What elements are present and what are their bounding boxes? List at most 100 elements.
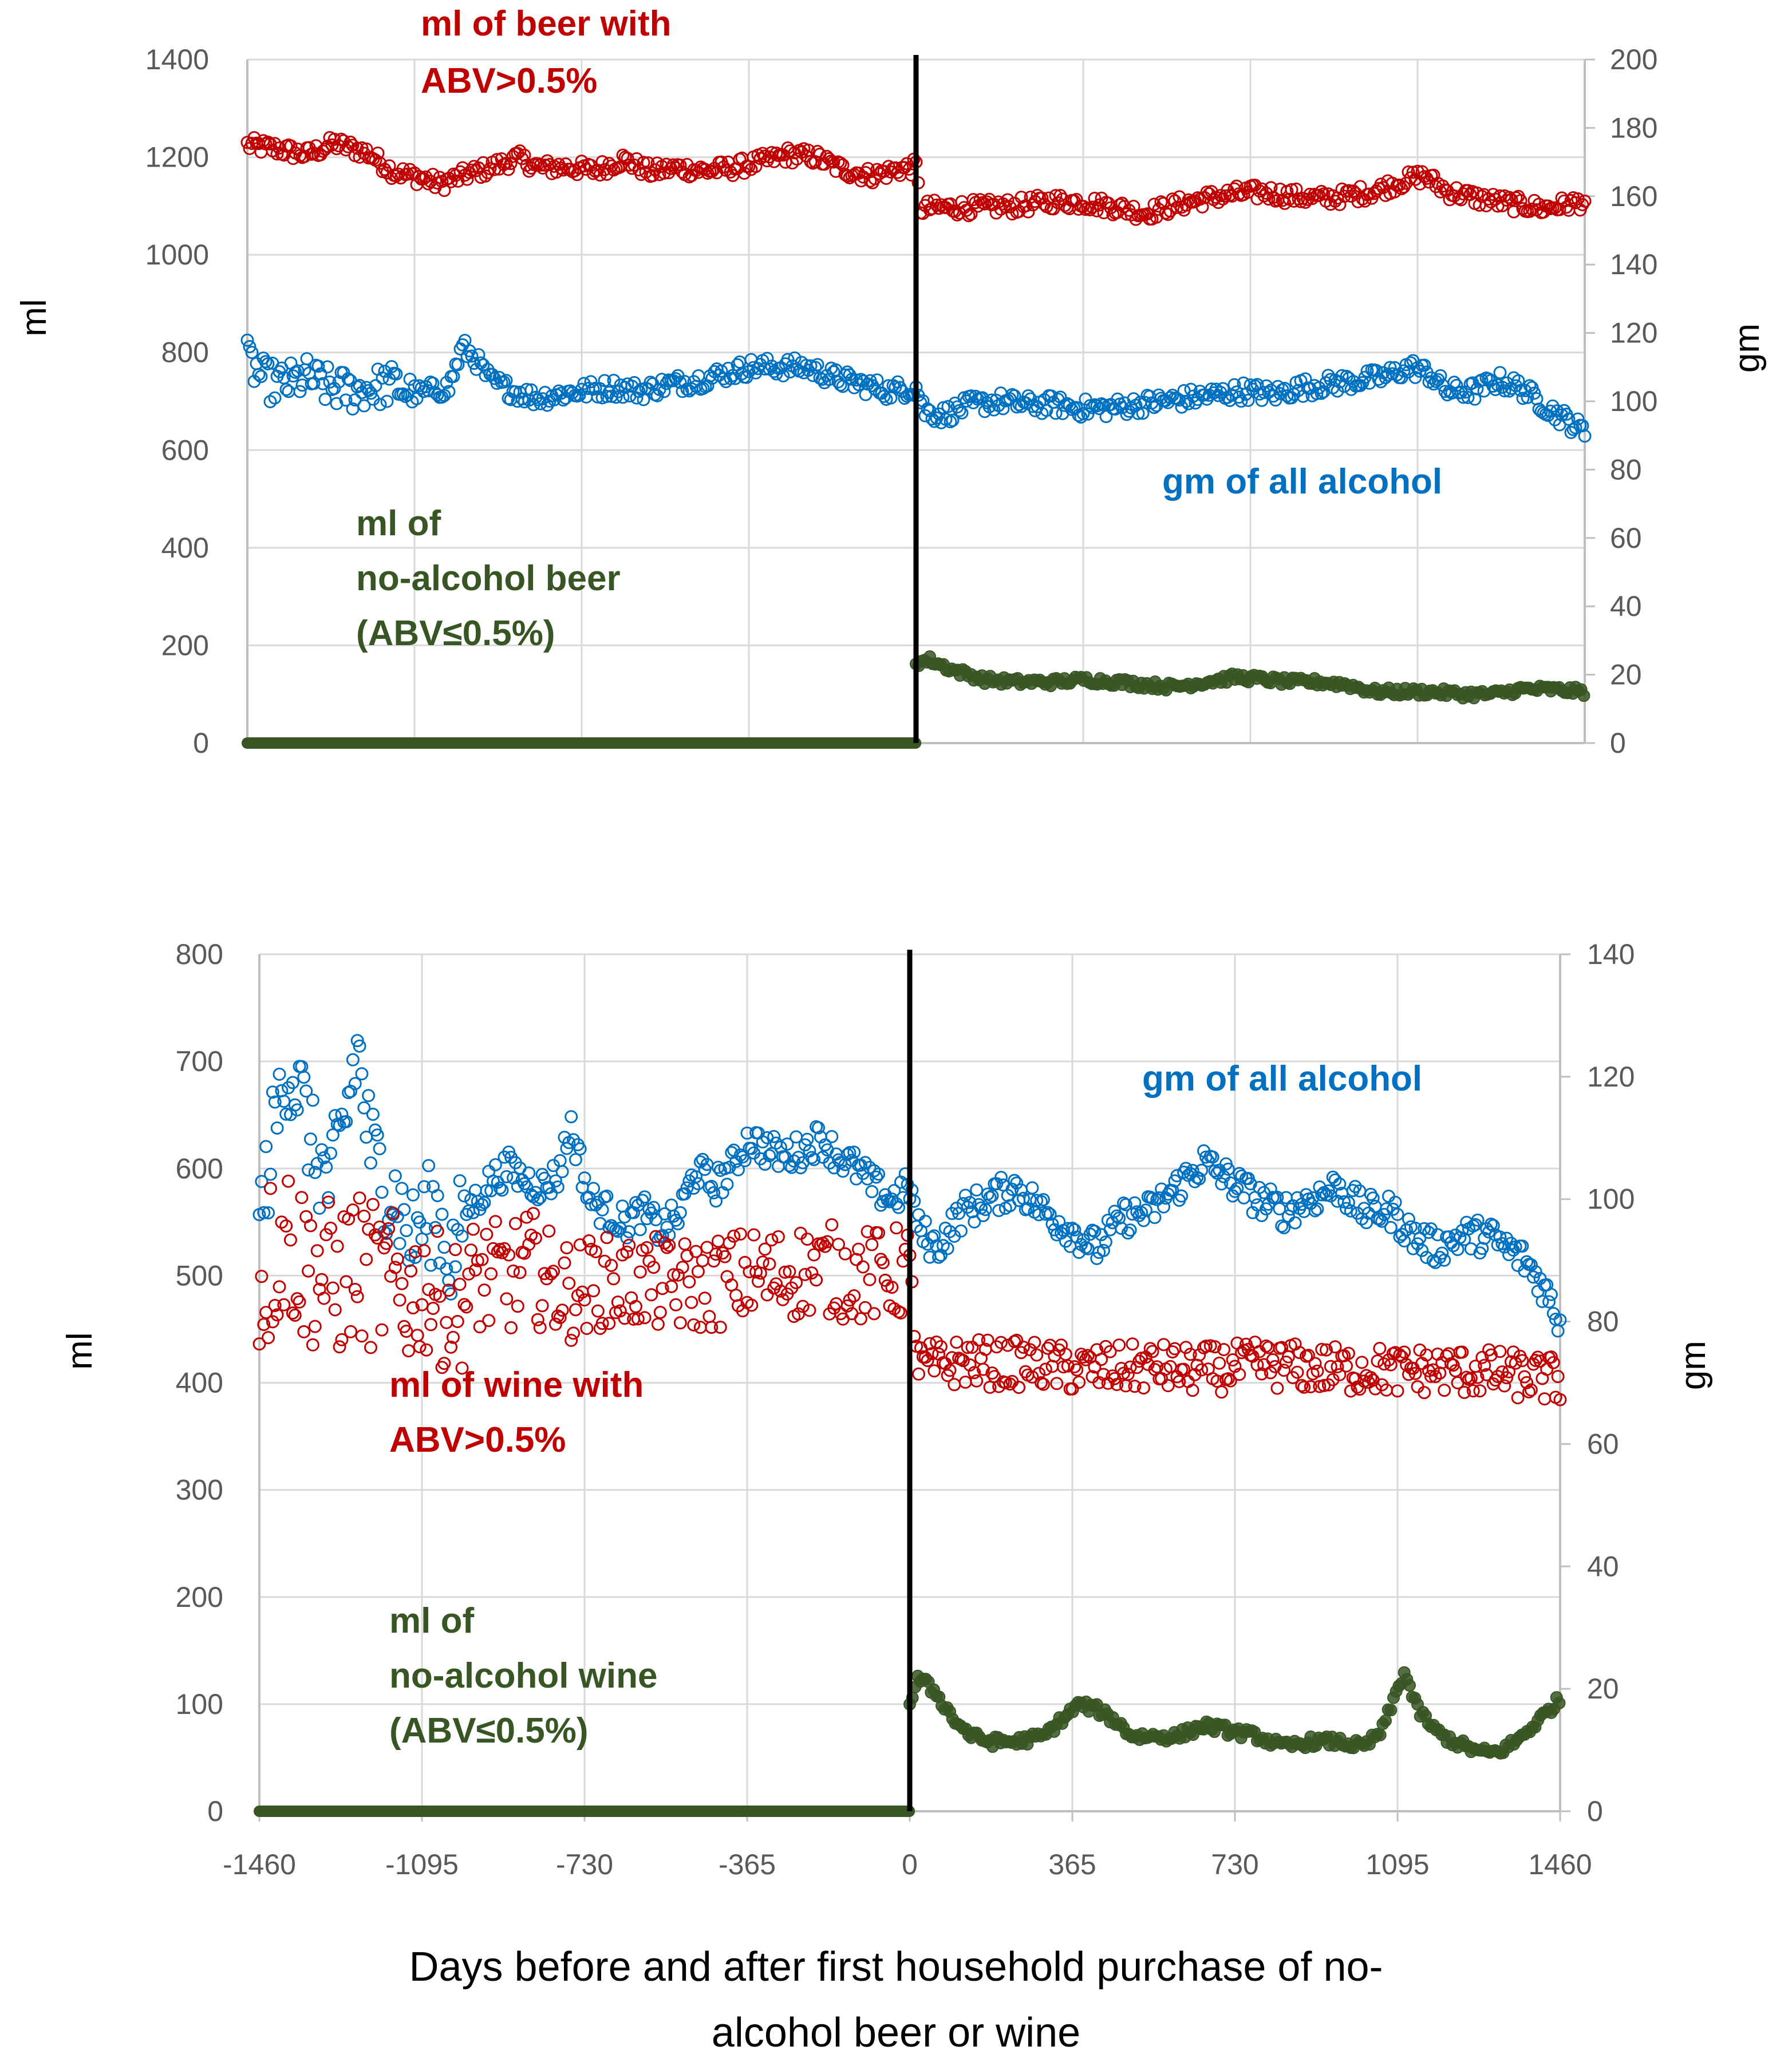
data-point — [1126, 1337, 1139, 1351]
data-point — [1128, 1380, 1142, 1393]
beer-panel: 0 200 400 600 800 1000 1200 1400 0 20 40 60 80 100 120… — [14, 4, 1767, 759]
data-point — [1341, 1346, 1355, 1360]
data-point — [838, 368, 852, 382]
data-point — [1434, 369, 1447, 382]
data-point — [578, 1171, 591, 1185]
data-point — [876, 1256, 890, 1270]
data-point — [290, 1292, 304, 1306]
data-point — [865, 1185, 879, 1199]
data-point — [259, 137, 273, 151]
data-point — [1435, 1246, 1449, 1260]
data-point — [1157, 1200, 1171, 1214]
data-point — [1021, 389, 1035, 402]
data-point — [1186, 1384, 1199, 1397]
data-point — [1391, 1207, 1404, 1221]
data-point — [433, 1290, 447, 1303]
data-point — [780, 1137, 794, 1151]
data-point — [297, 1325, 311, 1338]
data-point — [1021, 1202, 1035, 1216]
data-point — [1139, 1203, 1152, 1217]
data-point — [618, 1312, 631, 1325]
data-point — [877, 389, 891, 403]
data-point — [865, 1238, 879, 1251]
y-left-axis-title: ml — [60, 1332, 100, 1369]
data-point — [513, 1266, 527, 1279]
data-point — [790, 1276, 803, 1290]
y-right-tick-label: 100 — [1587, 1183, 1635, 1215]
data-point — [629, 1299, 642, 1313]
data-point — [406, 1301, 420, 1315]
y-right-tick-label: 140 — [1610, 248, 1657, 281]
data-point — [918, 1214, 932, 1228]
data-point — [627, 159, 641, 172]
data-point — [637, 156, 650, 169]
data-point — [847, 1145, 861, 1159]
data-point — [703, 369, 717, 383]
data-point — [1088, 1360, 1102, 1374]
data-point — [1486, 1219, 1500, 1233]
data-point — [894, 1306, 907, 1320]
data-point — [1234, 394, 1248, 408]
data-point — [410, 392, 424, 405]
data-point — [1544, 1287, 1558, 1301]
data-point — [870, 373, 884, 387]
data-point — [1466, 1384, 1480, 1398]
data-point — [243, 339, 256, 353]
data-point — [1546, 1356, 1560, 1369]
data-point — [417, 1244, 431, 1258]
data-point — [964, 207, 978, 221]
data-point — [867, 1307, 881, 1321]
data-point — [1493, 1345, 1507, 1358]
data-point — [308, 1320, 322, 1333]
data-point — [382, 1222, 396, 1235]
data-point — [558, 1256, 571, 1270]
annotation-alcoholic-line1: ml of beer with — [421, 4, 671, 44]
data-point — [364, 1156, 378, 1170]
data-point — [1061, 1222, 1075, 1235]
data-point — [499, 156, 513, 170]
data-point — [707, 1254, 721, 1268]
data-point — [362, 1089, 376, 1103]
data-point — [647, 1261, 661, 1274]
data-point — [500, 1292, 514, 1306]
data-point — [1377, 1357, 1391, 1371]
data-point — [1217, 1342, 1231, 1356]
data-point — [317, 1291, 331, 1305]
data-point — [1382, 1190, 1395, 1203]
data-point — [1353, 180, 1367, 193]
data-point — [1578, 194, 1592, 208]
data-point — [340, 1275, 353, 1289]
data-point — [437, 1241, 451, 1254]
data-point — [317, 1151, 331, 1164]
y-left-tick-label: 200 — [161, 629, 209, 661]
data-point — [1021, 205, 1035, 219]
data-point — [758, 1242, 772, 1256]
data-point — [685, 1295, 698, 1309]
data-point — [723, 1236, 736, 1250]
data-point — [1072, 1375, 1086, 1389]
data-point — [666, 158, 680, 172]
data-point — [943, 1364, 957, 1377]
data-point — [1455, 1345, 1469, 1359]
data-point — [981, 1333, 994, 1347]
data-point — [769, 1277, 783, 1291]
data-point — [1304, 1380, 1317, 1393]
data-point — [380, 1237, 393, 1250]
data-point — [311, 360, 325, 373]
x-tick-label: 365 — [1048, 1848, 1096, 1881]
data-point — [1295, 1378, 1309, 1392]
data-point — [662, 1239, 676, 1253]
data-point — [840, 1299, 854, 1313]
data-point — [890, 1221, 903, 1235]
data-point — [968, 1366, 981, 1380]
data-point — [240, 333, 254, 347]
data-point — [709, 1194, 723, 1208]
data-point — [393, 1237, 406, 1250]
data-point — [1502, 1365, 1516, 1378]
data-point — [1293, 1346, 1306, 1360]
data-point — [321, 360, 334, 374]
data-point — [955, 406, 969, 420]
data-point — [718, 1250, 732, 1263]
data-point — [1380, 1202, 1394, 1216]
